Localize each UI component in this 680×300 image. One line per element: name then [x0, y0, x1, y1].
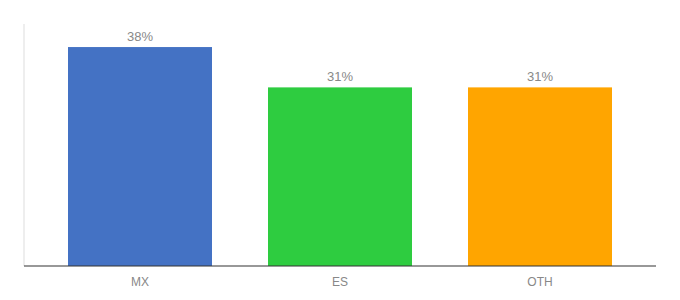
data-label: 31%: [527, 69, 553, 84]
data-label: 31%: [327, 69, 353, 84]
bar: [268, 87, 412, 266]
bars: [68, 47, 612, 266]
x-axis-line: [24, 265, 656, 266]
data-label: 38%: [127, 29, 153, 44]
labels: 38% 31% 31%: [127, 29, 553, 84]
bar: [468, 87, 612, 266]
x-tick-label: ES: [332, 275, 348, 289]
x-tick-label: MX: [131, 275, 149, 289]
y-axis-line: [24, 24, 25, 266]
chart-container: 38% 31% 31% MX ES OTH: [0, 0, 680, 300]
chart: 38% 31% 31% MX ES OTH: [0, 0, 680, 300]
bar: [68, 47, 212, 266]
x-tick-label: OTH: [527, 275, 552, 289]
